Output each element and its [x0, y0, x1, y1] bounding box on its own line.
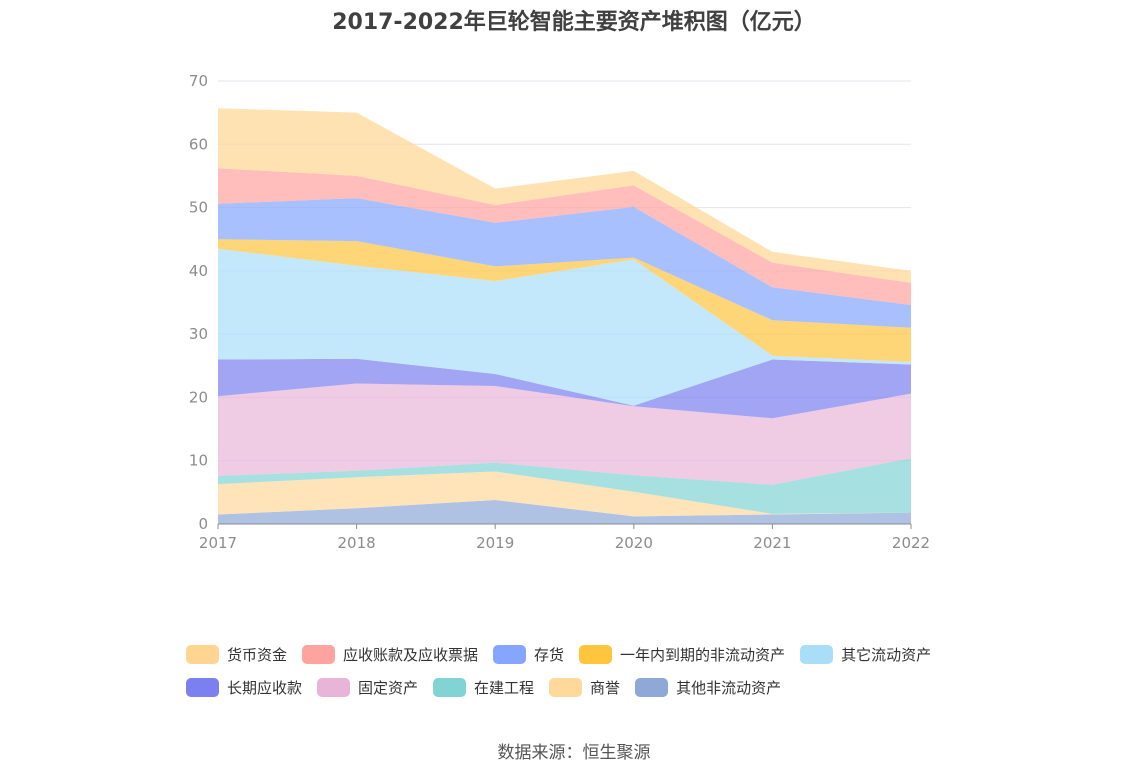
area-series	[218, 168, 911, 305]
legend-swatch	[493, 645, 527, 664]
y-tick-label: 50	[189, 199, 208, 217]
legend-swatch	[186, 645, 219, 664]
legend-swatch	[800, 645, 834, 664]
legend-item[interactable]: 其他非流动资产	[635, 677, 781, 698]
y-tick-label: 70	[189, 72, 208, 90]
legend-row: 货币资金 应收账款及应收票据 存货 一年内到期的非流动资产 其它流动资产	[186, 638, 1046, 671]
y-tick-label: 0	[198, 515, 208, 533]
y-tick-label: 20	[189, 388, 208, 406]
legend-label: 商誉	[590, 679, 621, 697]
legend: 货币资金 应收账款及应收票据 存货 一年内到期的非流动资产 其它流动资产长期应收款 固定资…	[186, 638, 1046, 704]
area-series	[218, 500, 911, 524]
area-series	[218, 471, 911, 517]
area-series	[218, 198, 911, 328]
legend-swatch	[635, 678, 669, 697]
legend-swatch	[549, 678, 583, 697]
legend-label: 存货	[534, 646, 565, 664]
legend-swatch	[579, 645, 613, 664]
y-tick-label: 40	[189, 262, 208, 280]
area-series	[218, 239, 911, 362]
legend-item[interactable]: 货币资金	[186, 644, 287, 665]
area-series	[218, 383, 911, 485]
legend-swatch	[433, 678, 467, 697]
axes: 0 10 20 30 40 50 60 70 2017 2018 2019 2020 2021 2022	[189, 72, 930, 552]
legend-swatch	[302, 645, 336, 664]
x-tick-label: 2017	[199, 534, 237, 552]
legend-label: 货币资金	[227, 646, 288, 664]
area-series	[218, 458, 911, 514]
area-series	[218, 248, 911, 406]
legend-row: 长期应收款 固定资产 在建工程 商誉 其他非流动资产	[186, 671, 1046, 704]
x-tick-label: 2019	[476, 534, 514, 552]
legend-swatch	[317, 678, 351, 697]
area-series	[218, 108, 911, 283]
legend-item[interactable]: 固定资产	[317, 677, 418, 698]
legend-label: 一年内到期的非流动资产	[620, 646, 786, 664]
legend-item[interactable]: 商誉	[549, 677, 620, 698]
legend-item[interactable]: 在建工程	[433, 677, 534, 698]
source-note: 数据来源：恒生聚源	[497, 743, 651, 763]
chart-title: 2017-2022年巨轮智能主要资产堆积图（亿元）	[332, 10, 816, 35]
legend-item[interactable]: 存货	[493, 644, 564, 665]
x-tick-label: 2021	[753, 534, 791, 552]
legend-item[interactable]: 一年内到期的非流动资产	[579, 644, 785, 665]
y-tick-label: 60	[189, 135, 208, 153]
legend-label: 其他非流动资产	[676, 679, 782, 697]
area-series	[218, 358, 911, 419]
legend-label: 在建工程	[474, 679, 535, 697]
legend-item[interactable]: 应收账款及应收票据	[302, 644, 478, 665]
x-tick-label: 2022	[892, 534, 930, 552]
y-tick-label: 10	[189, 452, 208, 470]
legend-item[interactable]: 其它流动资产	[800, 644, 931, 665]
x-tick-label: 2018	[338, 534, 376, 552]
legend-label: 应收账款及应收票据	[343, 646, 479, 664]
legend-label: 其它流动资产	[841, 646, 932, 664]
legend-label: 长期应收款	[227, 679, 303, 697]
legend-label: 固定资产	[358, 679, 419, 697]
legend-item[interactable]: 长期应收款	[186, 677, 302, 698]
legend-swatch	[186, 678, 219, 697]
y-tick-label: 30	[189, 325, 208, 343]
stacked-areas	[218, 108, 911, 524]
x-tick-label: 2020	[615, 534, 653, 552]
